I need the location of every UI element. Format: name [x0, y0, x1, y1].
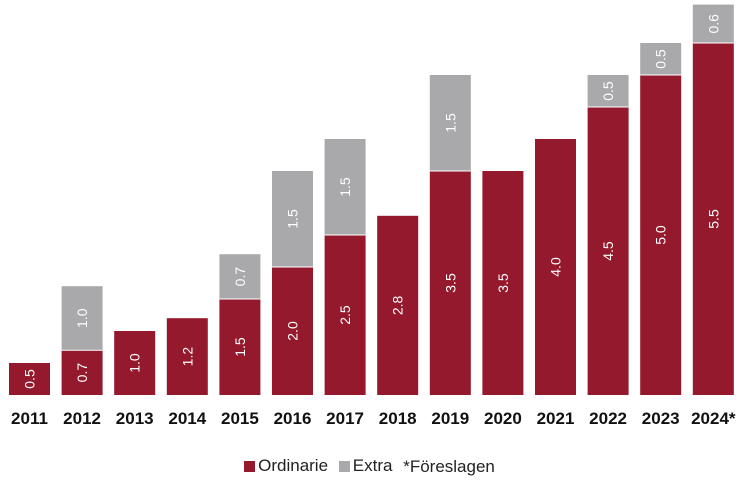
bar-ordinarie-2011 — [9, 363, 50, 395]
legend-label-ordinarie: Ordinarie — [258, 456, 329, 475]
x-tick-label-2017: 2017 — [326, 409, 364, 428]
bar-ordinarie-2018 — [377, 215, 419, 395]
data-label-ordinarie-2016: 2.0 — [285, 321, 301, 341]
data-label-extra-2022: 0.5 — [600, 81, 616, 101]
bar-ordinarie-2017 — [324, 235, 366, 395]
x-tick-label-2018: 2018 — [379, 409, 417, 428]
bar-ordinarie-2012 — [61, 350, 103, 395]
data-label-ordinarie-2012: 0.7 — [74, 363, 90, 383]
bar-extra-2023 — [640, 43, 682, 75]
bars-group — [9, 4, 734, 395]
x-tick-label-2015: 2015 — [221, 409, 259, 428]
x-tick-label-2019: 2019 — [431, 409, 469, 428]
data-label-extra-2015: 0.7 — [232, 267, 248, 287]
bar-ordinarie-2016 — [272, 267, 313, 395]
data-label-ordinarie-2021: 4.0 — [548, 257, 564, 277]
bar-extra-2012 — [61, 286, 103, 351]
bar-ordinarie-2019 — [429, 171, 471, 395]
bar-ordinarie-2014 — [166, 318, 208, 395]
x-tick-label-2020: 2020 — [484, 409, 522, 428]
dividend-bar-chart: 0.5 0.7 1.0 1.0 1.2 1.5 0.7 2.0 1.5 2.5 1.5 2.8 3.5 1… — [9, 4, 736, 428]
data-label-ordinarie-2017: 2.5 — [337, 305, 353, 325]
x-tick-label-2023: 2023 — [642, 409, 680, 428]
legend-note-text: *Föreslagen — [403, 456, 495, 476]
bar-ordinarie-2022 — [587, 107, 629, 395]
bar-ordinarie-2021 — [535, 139, 576, 395]
bar-ordinarie-2015 — [219, 299, 261, 395]
data-label-extra-2024: 0.6 — [705, 14, 721, 34]
legend-swatch-extra — [338, 460, 350, 472]
data-label-ordinarie-2014: 1.2 — [179, 347, 195, 367]
data-label-extra-2019: 1.5 — [442, 113, 458, 133]
data-label-extra-2017: 1.5 — [337, 177, 353, 197]
data-label-ordinarie-2018: 2.8 — [390, 295, 406, 315]
data-label-extra-2012: 1.0 — [74, 308, 90, 328]
data-label-ordinarie-2023: 5.0 — [653, 225, 669, 245]
bar-extra-2015 — [219, 254, 261, 299]
data-label-ordinarie-2020: 3.5 — [495, 273, 511, 293]
data-label-extra-2023: 0.5 — [653, 49, 669, 69]
x-tick-label-2021: 2021 — [537, 409, 575, 428]
x-tick-label-2024: 2024* — [691, 409, 736, 428]
chart-legend: Ordinarie Extra *Föreslagen — [0, 456, 739, 477]
bar-ordinarie-2023 — [640, 75, 682, 395]
data-label-ordinarie-2024: 5.5 — [705, 209, 721, 229]
x-tick-label-2011: 2011 — [11, 409, 48, 428]
x-tick-label-2016: 2016 — [274, 409, 312, 428]
x-tick-label-2014: 2014 — [168, 409, 206, 428]
legend-label-extra: Extra — [352, 456, 393, 475]
data-label-ordinarie-2019: 3.5 — [442, 273, 458, 293]
data-label-ordinarie-2013: 1.0 — [127, 353, 143, 373]
x-tick-label-2013: 2013 — [116, 409, 154, 428]
bar-extra-2019 — [429, 75, 471, 171]
bar-ordinarie-2024 — [692, 43, 734, 395]
x-axis-tick-labels: 2011 2012 2013 2014 2015 2016 2017 2018 2019 2020… — [11, 409, 736, 428]
data-labels-group: 0.5 0.7 1.0 1.0 1.2 1.5 0.7 2.0 1.5 2.5 1.5 2.8 3.5 1… — [22, 14, 722, 389]
bar-extra-2024 — [692, 4, 734, 44]
bar-extra-2022 — [587, 75, 629, 107]
legend-note: *Föreslagen — [403, 457, 495, 477]
legend-item-ordinarie: Ordinarie — [244, 456, 328, 476]
x-tick-label-2012: 2012 — [63, 409, 101, 428]
legend-item-extra: Extra — [338, 456, 393, 476]
data-label-extra-2016: 1.5 — [285, 209, 301, 229]
data-label-ordinarie-2011: 0.5 — [22, 369, 38, 389]
bar-extra-2016 — [272, 171, 313, 267]
x-tick-label-2022: 2022 — [589, 409, 627, 428]
bar-extra-2017 — [324, 139, 366, 235]
bar-ordinarie-2013 — [114, 331, 156, 395]
bar-ordinarie-2020 — [482, 171, 524, 395]
legend-swatch-ordinarie — [244, 460, 256, 472]
data-label-ordinarie-2015: 1.5 — [232, 337, 248, 357]
data-label-ordinarie-2022: 4.5 — [600, 241, 616, 261]
